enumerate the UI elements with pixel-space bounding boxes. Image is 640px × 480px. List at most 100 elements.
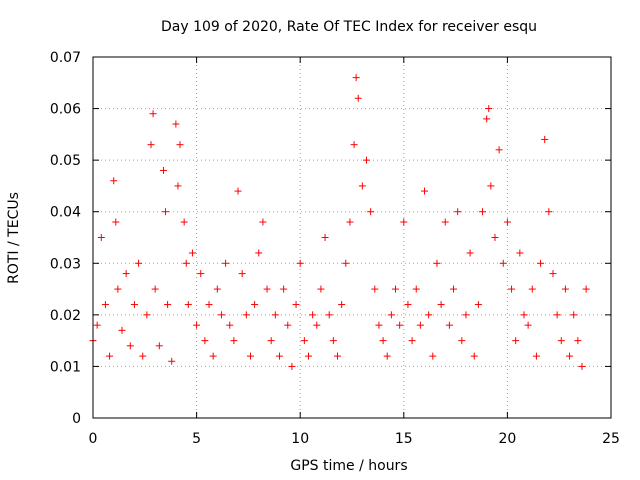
data-point xyxy=(483,115,491,123)
data-point xyxy=(172,120,180,128)
data-point xyxy=(201,337,209,345)
y-tick-labels: 0 0.01 0.02 0.03 0.04 0.05 0.06 0.07 xyxy=(50,50,81,427)
data-point xyxy=(487,182,495,190)
data-point xyxy=(358,182,366,190)
y-tick-label: 0.01 xyxy=(50,359,81,375)
data-point xyxy=(155,342,163,350)
data-point xyxy=(416,321,424,329)
data-point xyxy=(93,321,101,329)
data-point xyxy=(470,352,478,360)
data-point xyxy=(288,362,296,370)
data-point xyxy=(400,218,408,226)
data-point xyxy=(582,285,590,293)
data-point xyxy=(209,352,217,360)
data-point xyxy=(149,110,157,118)
data-point xyxy=(205,301,213,309)
y-tick-label: 0 xyxy=(72,411,81,427)
data-point xyxy=(263,285,271,293)
data-point xyxy=(275,352,283,360)
data-point xyxy=(346,218,354,226)
data-point xyxy=(553,311,561,319)
data-point xyxy=(255,249,263,257)
x-tick-label: 10 xyxy=(291,431,309,447)
data-point xyxy=(162,208,170,216)
data-point xyxy=(284,321,292,329)
data-point xyxy=(182,259,190,267)
y-tick-label: 0.04 xyxy=(50,205,81,221)
data-point xyxy=(450,285,458,293)
data-point xyxy=(537,259,545,267)
data-point xyxy=(408,337,416,345)
y-tick-label: 0.06 xyxy=(50,102,81,118)
data-point xyxy=(251,301,259,309)
data-point xyxy=(188,249,196,257)
data-point xyxy=(333,352,341,360)
data-point xyxy=(238,270,246,278)
x-tick-label: 15 xyxy=(395,431,413,447)
data-point xyxy=(222,259,230,267)
data-point xyxy=(445,321,453,329)
data-point xyxy=(184,301,192,309)
data-point xyxy=(309,311,317,319)
data-point xyxy=(495,146,503,154)
data-point xyxy=(516,249,524,257)
data-point xyxy=(168,357,176,365)
y-tick-label: 0.03 xyxy=(50,256,81,272)
data-point xyxy=(412,285,420,293)
data-point xyxy=(454,208,462,216)
data-point xyxy=(126,342,134,350)
data-point xyxy=(164,301,172,309)
data-point xyxy=(118,326,126,334)
data-point xyxy=(217,311,225,319)
data-point xyxy=(110,177,118,185)
data-point xyxy=(151,285,159,293)
data-point xyxy=(421,187,429,195)
data-point xyxy=(242,311,250,319)
data-point xyxy=(503,218,511,226)
x-tick-label: 5 xyxy=(192,431,201,447)
data-point xyxy=(101,301,109,309)
data-point xyxy=(313,321,321,329)
data-point xyxy=(570,311,578,319)
data-point xyxy=(437,301,445,309)
data-point xyxy=(578,362,586,370)
data-point xyxy=(159,166,167,174)
data-point xyxy=(485,105,493,113)
data-points xyxy=(89,74,590,370)
data-point xyxy=(246,352,254,360)
data-point xyxy=(130,301,138,309)
data-point xyxy=(106,352,114,360)
data-point xyxy=(350,141,358,149)
data-point xyxy=(379,337,387,345)
data-point xyxy=(462,311,470,319)
x-tick-labels: 0 5 10 15 20 25 xyxy=(89,431,620,447)
data-point xyxy=(342,259,350,267)
plot-frame xyxy=(92,56,612,419)
data-point xyxy=(433,259,441,267)
data-point xyxy=(180,218,188,226)
data-point xyxy=(491,234,499,241)
data-point xyxy=(404,301,412,309)
data-point xyxy=(396,321,404,329)
data-point xyxy=(541,136,549,144)
data-point xyxy=(338,301,346,309)
axis-ticks xyxy=(92,56,612,419)
data-point xyxy=(466,249,474,257)
y-tick-label: 0.05 xyxy=(50,153,81,169)
data-point xyxy=(97,234,105,241)
data-point xyxy=(139,352,147,360)
data-point xyxy=(545,208,553,216)
data-point xyxy=(429,352,437,360)
data-point xyxy=(135,259,143,267)
data-point xyxy=(193,321,201,329)
grid-lines xyxy=(93,57,611,418)
data-point xyxy=(114,285,122,293)
data-point xyxy=(197,270,205,278)
data-point xyxy=(383,352,391,360)
data-point xyxy=(329,337,337,345)
data-point xyxy=(174,182,182,190)
x-tick-label: 0 xyxy=(89,431,98,447)
data-point xyxy=(292,301,300,309)
data-point xyxy=(259,218,267,226)
